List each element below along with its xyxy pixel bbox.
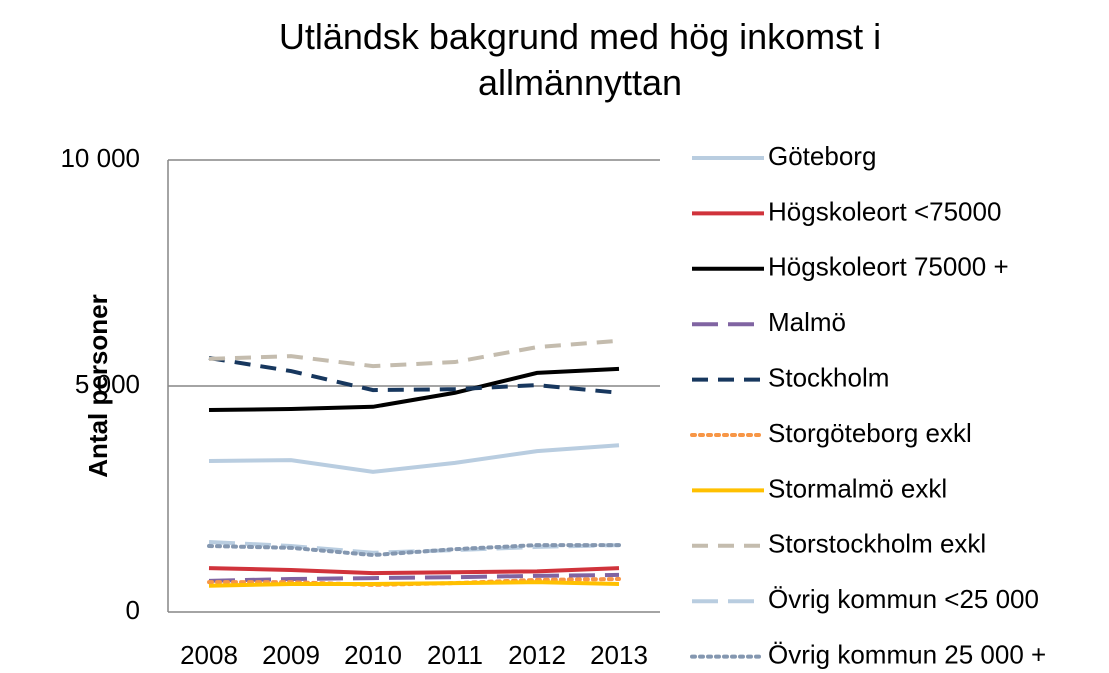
series-line [207,577,621,587]
legend-label: Malmö [768,307,846,337]
legend-label: Storgöteborg exkl [768,418,972,448]
series-line [208,443,620,474]
x-tick-label: 2011 [427,640,483,670]
legend-label: Högskoleort <75000 [768,196,1001,226]
series-line [207,543,621,558]
legend-label: Göteborg [768,141,876,171]
series-line [208,366,620,412]
x-tick-label: 2008 [180,640,238,670]
series-line [208,356,620,395]
legend-label: Övrig kommun 25 000 + [768,639,1046,669]
series-line [208,566,620,576]
y-tick-label: 5 000 [75,369,140,399]
legend-label: Stormalmö exkl [768,473,947,503]
y-axis-label: Antal personer [83,294,113,478]
legend-label: Storstockholm exkl [768,529,986,559]
y-tick-label: 10 000 [60,143,140,173]
series-line [208,580,620,588]
x-tick-label: 2012 [508,640,566,670]
legend-label: Högskoleort 75000 + [768,252,1009,282]
series-line [208,338,620,369]
legend-label: Stockholm [768,362,889,392]
x-tick-label: 2009 [262,640,320,670]
x-tick-label: 2010 [344,640,402,670]
chart-title: Utländsk bakgrund med hög inkomst i allm… [278,16,882,103]
y-tick-label: 0 [126,595,140,625]
series-line [208,572,620,583]
x-tick-label: 2013 [590,640,648,670]
series-line [208,539,620,555]
legend-label: Övrig kommun <25 000 [768,584,1039,614]
